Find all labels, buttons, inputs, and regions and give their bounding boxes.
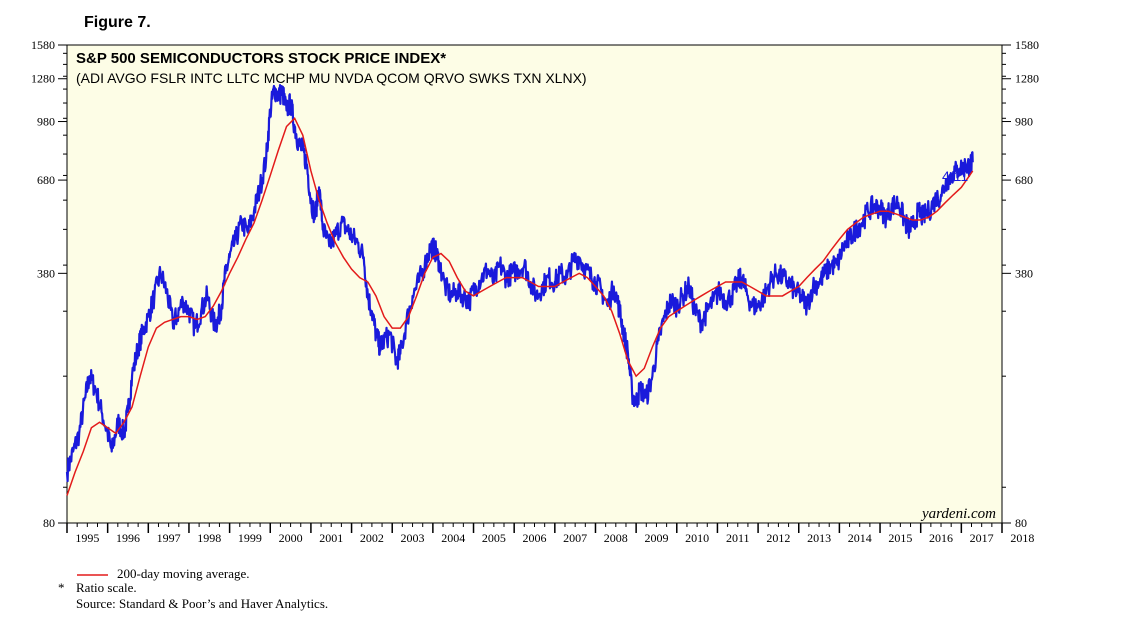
y-tick-label-left: 380	[37, 266, 55, 280]
x-tick-label: 2006	[523, 531, 547, 545]
axis-ticks	[58, 44, 1011, 533]
x-tick-label: 2003	[401, 531, 425, 545]
x-tick-label: 2012	[766, 531, 790, 545]
x-tick-label: 1996	[116, 531, 140, 545]
x-tick-label: 2014	[848, 531, 872, 545]
y-tick-label-right: 380	[1015, 266, 1033, 280]
x-axis-labels: 1995 1996 1997 1998 1999 2000 2001 2002 2003 2004…	[75, 531, 1034, 545]
y-tick-label-right: 80	[1015, 516, 1027, 530]
x-tick-label: 2016	[929, 531, 953, 545]
x-tick-label: 2005	[482, 531, 506, 545]
y-tick-label-right: 680	[1015, 173, 1033, 187]
x-tick-label: 2000	[279, 531, 303, 545]
watermark: yardeni.com	[920, 506, 996, 522]
chart-title: S&P 500 SEMICONDUCTORS STOCK PRICE INDEX…	[76, 50, 446, 67]
y-tick-label-left: 80	[43, 516, 55, 530]
ratio-note: Ratio scale.	[76, 580, 137, 595]
end-date-label: 4/11	[942, 168, 968, 184]
ratio-marker: *	[58, 580, 65, 595]
y-tick-label-left: 1280	[31, 72, 55, 86]
y-axis-labels: 80 80 380 380 680 680 980 980 1280 1280 1580 1580	[31, 38, 1039, 530]
x-tick-label: 2007	[563, 531, 587, 545]
x-tick-label: 2017	[970, 531, 994, 545]
x-tick-label: 1999	[238, 531, 262, 545]
x-tick-label: 2015	[888, 531, 912, 545]
x-tick-label: 2018	[1010, 531, 1034, 545]
x-tick-label: 1998	[197, 531, 221, 545]
x-tick-label: 2001	[319, 531, 343, 545]
source-note: Source: Standard & Poor’s and Haver Anal…	[76, 596, 329, 611]
y-tick-label-left: 980	[37, 115, 55, 129]
x-tick-label: 2010	[685, 531, 709, 545]
y-tick-label-left: 1580	[31, 38, 55, 52]
x-tick-label: 1997	[157, 531, 181, 545]
x-tick-label: 2002	[360, 531, 384, 545]
x-tick-label: 1995	[75, 531, 99, 545]
y-tick-label-right: 1580	[1015, 38, 1039, 52]
x-tick-label: 2011	[726, 531, 750, 545]
x-tick-label: 2004	[441, 531, 465, 545]
x-tick-label: 2013	[807, 531, 831, 545]
y-tick-label-right: 1280	[1015, 72, 1039, 86]
price-index-line	[65, 84, 974, 483]
y-tick-label-left: 680	[37, 173, 55, 187]
x-tick-label: 2009	[644, 531, 668, 545]
moving-average-line	[66, 117, 974, 496]
chart-subtitle: (ADI AVGO FSLR INTC LLTC MCHP MU NVDA QC…	[76, 70, 587, 86]
figure-label: Figure 7.	[84, 14, 151, 31]
y-tick-label-right: 980	[1015, 115, 1033, 129]
x-tick-label: 2008	[604, 531, 628, 545]
legend-label: 200-day moving average.	[117, 566, 250, 581]
